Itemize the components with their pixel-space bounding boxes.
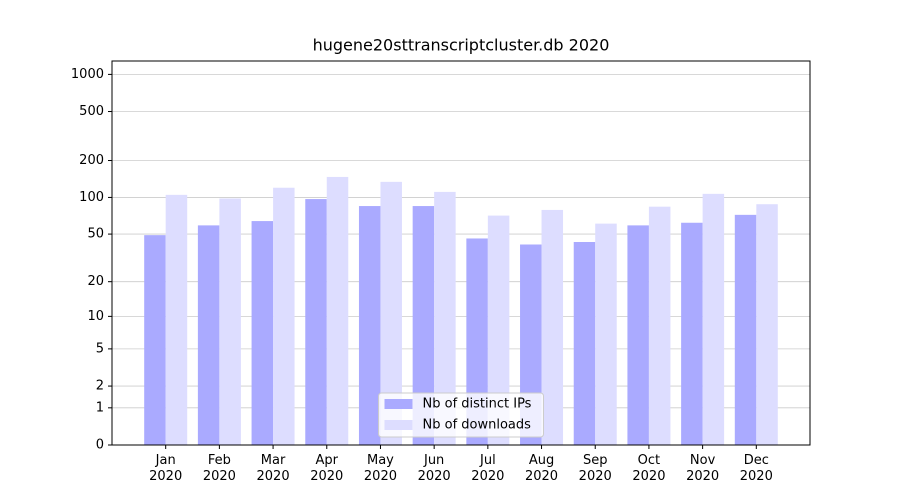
y-tick-label: 100 bbox=[79, 190, 104, 205]
x-tick-label: Sep 2020 bbox=[578, 453, 612, 484]
y-tick-label: 200 bbox=[79, 153, 104, 168]
x-tick-label: Nov 2020 bbox=[686, 453, 720, 484]
y-tick-label: 50 bbox=[87, 227, 104, 242]
chart-title: hugene20sttranscriptcluster.db 2020 bbox=[313, 36, 610, 55]
bar bbox=[165, 194, 188, 445]
bar bbox=[197, 225, 220, 445]
bar bbox=[734, 214, 757, 445]
plot-frame bbox=[111, 60, 811, 446]
y-tick-label: 10 bbox=[87, 309, 104, 324]
legend-label: Nb of distinct IPs bbox=[423, 397, 532, 412]
x-tick-label: Jan 2020 bbox=[149, 453, 183, 484]
x-tick-label: Jul 2020 bbox=[471, 453, 505, 484]
bar bbox=[702, 193, 725, 445]
legend-box bbox=[378, 392, 544, 438]
legend-label: Nb of downloads bbox=[423, 418, 532, 433]
x-tick-label: Mar 2020 bbox=[256, 453, 290, 484]
bar bbox=[358, 206, 381, 445]
legend-swatch bbox=[384, 399, 413, 409]
bar bbox=[144, 235, 166, 445]
bar bbox=[380, 181, 402, 445]
y-tick-label: 500 bbox=[79, 104, 104, 119]
bar bbox=[273, 187, 295, 446]
bar bbox=[681, 222, 703, 445]
x-tick-label: Oct 2020 bbox=[632, 453, 666, 484]
bar bbox=[648, 206, 671, 445]
x-tick-label: Jun 2020 bbox=[417, 453, 451, 484]
y-tick-label: 1 bbox=[96, 400, 104, 415]
bar bbox=[573, 242, 596, 445]
bar bbox=[326, 176, 349, 446]
y-tick-label: 2 bbox=[96, 379, 104, 394]
bar bbox=[305, 199, 327, 445]
bar bbox=[756, 204, 778, 445]
x-tick-label: Aug 2020 bbox=[524, 453, 559, 484]
y-tick-label: 20 bbox=[87, 274, 104, 289]
y-tick-label: 5 bbox=[96, 341, 104, 356]
bar bbox=[487, 215, 510, 445]
bar bbox=[412, 206, 435, 445]
bar bbox=[219, 198, 241, 445]
x-tick-label: Feb 2020 bbox=[202, 453, 236, 484]
y-tick-label: 1000 bbox=[71, 67, 104, 82]
legend-swatch bbox=[384, 420, 413, 430]
x-tick-label: Apr 2020 bbox=[310, 453, 344, 484]
bar bbox=[541, 209, 564, 445]
bar bbox=[251, 221, 274, 445]
legend: Nb of distinct IPs Nb of downloads bbox=[378, 392, 544, 438]
bar bbox=[434, 191, 456, 445]
x-tick-label: May 2020 bbox=[363, 453, 397, 484]
bar bbox=[627, 225, 649, 445]
bar bbox=[595, 223, 617, 445]
x-tick-label: Dec 2020 bbox=[739, 453, 773, 484]
y-tick-label: 0 bbox=[96, 438, 104, 453]
